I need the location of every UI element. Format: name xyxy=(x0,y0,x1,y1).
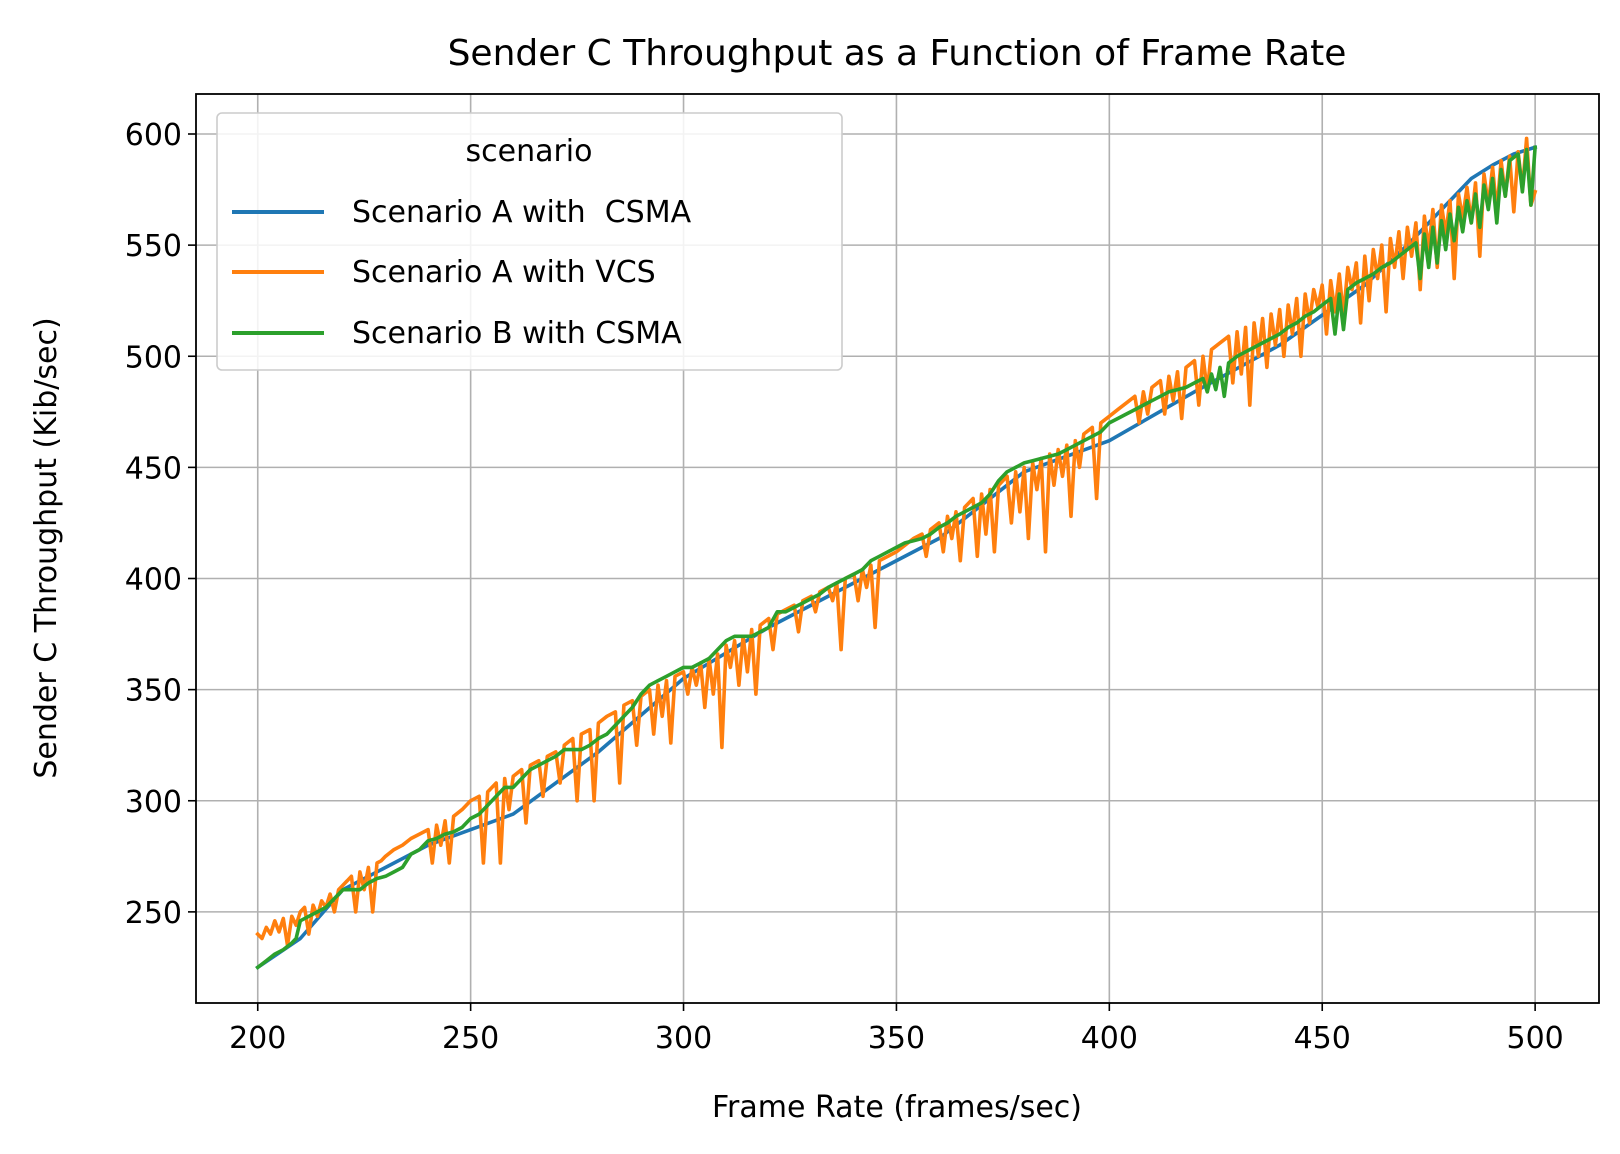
axis-ticks: 200 250 300 350 400 450 500 250 300 350 400 450 500 5… xyxy=(125,118,1564,1056)
y-axis-label: Sender C Throughput (Kib/sec) xyxy=(29,317,64,778)
x-tick-label: 350 xyxy=(868,1021,925,1056)
y-tick-label: 450 xyxy=(125,451,182,486)
y-tick-label: 350 xyxy=(125,674,182,709)
y-tick-label: 400 xyxy=(125,563,182,598)
y-tick-label: 300 xyxy=(125,785,182,820)
y-tick-label: 500 xyxy=(125,340,182,375)
legend-box xyxy=(216,112,843,371)
legend-label-scenario-a-csma: Scenario A with CSMA xyxy=(352,195,692,230)
chart-title: Sender C Throughput as a Function of Fra… xyxy=(448,33,1347,74)
x-tick-label: 450 xyxy=(1294,1021,1351,1056)
legend: scenario Scenario A with CSMA Scenario A… xyxy=(216,112,843,371)
legend-title: scenario xyxy=(465,134,592,169)
plot-area-frame xyxy=(195,93,1600,1004)
x-tick-label: 250 xyxy=(442,1021,499,1056)
series-scenario-a-vcs xyxy=(255,136,1538,948)
x-tick-label: 200 xyxy=(229,1021,286,1056)
y-tick-label: 250 xyxy=(125,896,182,931)
x-tick-label: 500 xyxy=(1506,1021,1563,1056)
x-tick-label: 300 xyxy=(655,1021,712,1056)
y-tick-label: 550 xyxy=(125,229,182,264)
y-tick-label: 600 xyxy=(125,118,182,153)
series-lines xyxy=(255,136,1538,970)
legend-label-scenario-a-vcs: Scenario A with VCS xyxy=(352,255,656,290)
x-axis-label: Frame Rate (frames/sec) xyxy=(712,1090,1082,1125)
series-scenario-b-csma xyxy=(255,145,1538,970)
legend-label-scenario-b-csma: Scenario B with CSMA xyxy=(352,316,682,351)
x-tick-label: 400 xyxy=(1081,1021,1138,1056)
